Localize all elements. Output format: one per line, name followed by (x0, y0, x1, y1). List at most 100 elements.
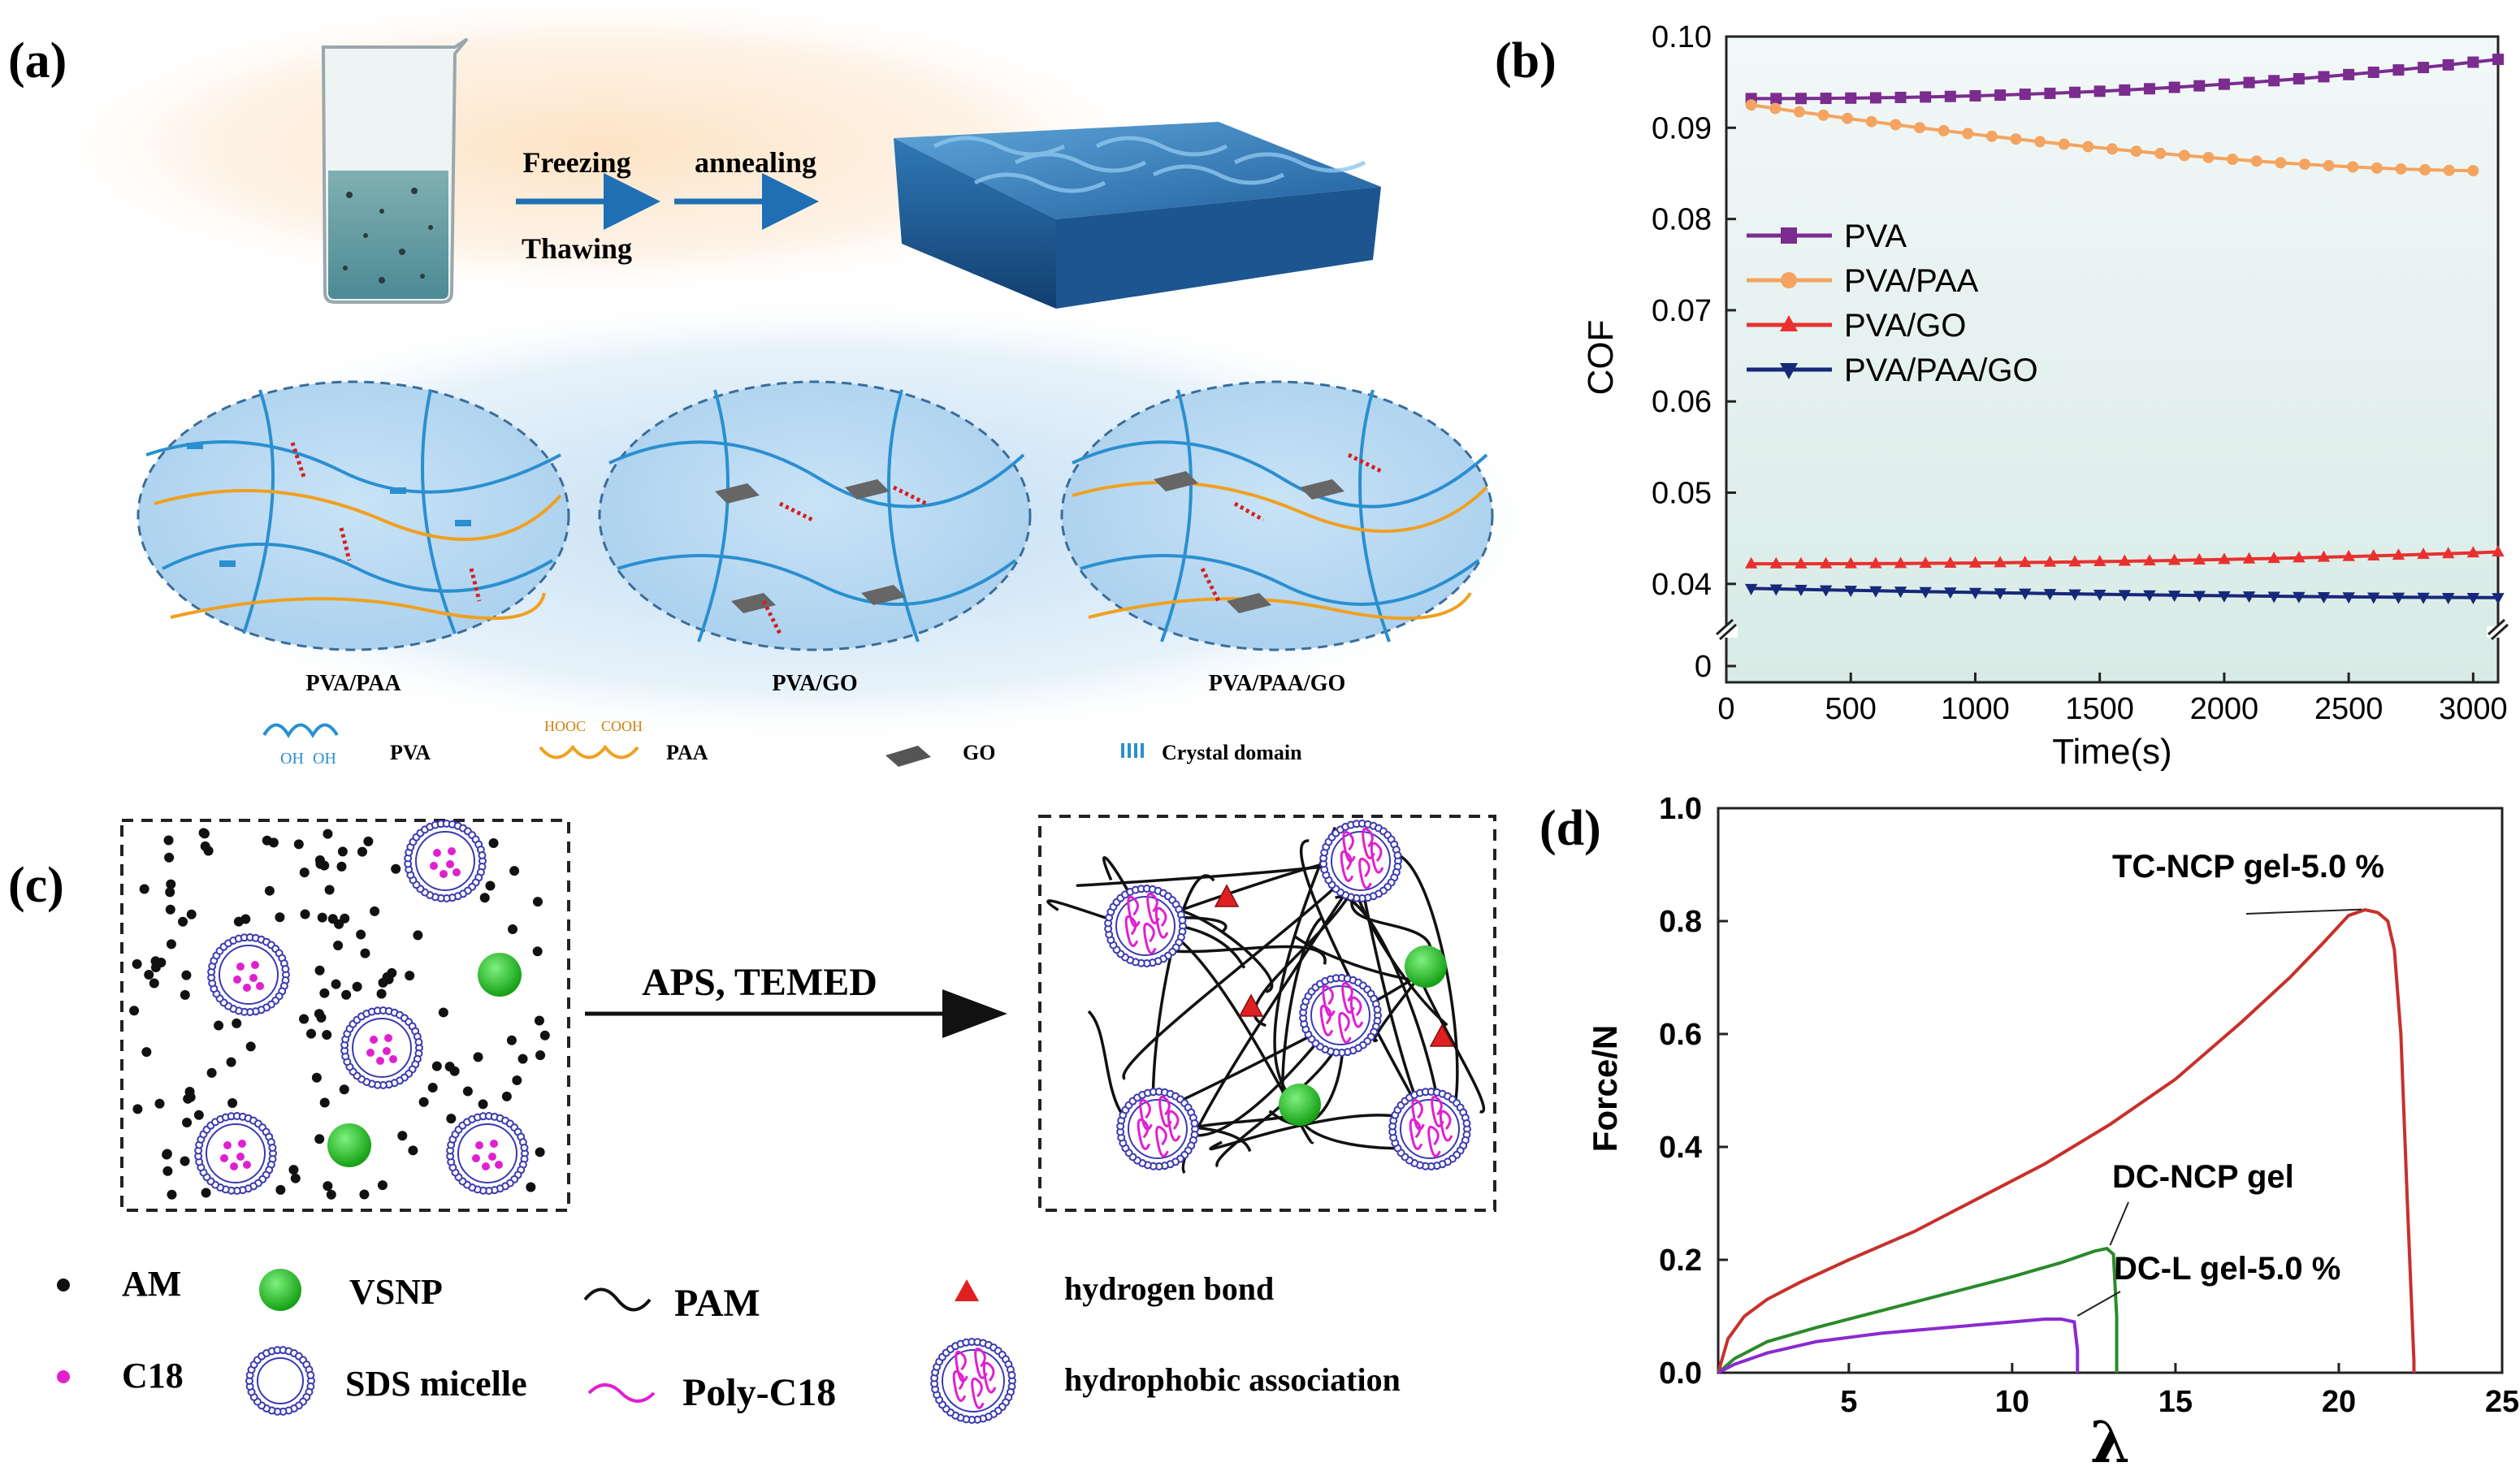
data-point (2275, 157, 2287, 169)
post-micelles (1104, 820, 1471, 1170)
am-dot (370, 906, 380, 916)
am-dot (532, 946, 543, 957)
surfactant-head (281, 964, 290, 973)
sds-micelle (194, 1112, 277, 1195)
annotation-label: DC-L gel-5.0 % (2114, 1251, 2340, 1287)
poly-c18-icon (587, 1383, 656, 1403)
c18-dot (366, 1049, 375, 1057)
am-dot (360, 948, 370, 958)
data-point (2010, 133, 2022, 145)
paa-chain-icon (539, 744, 639, 759)
am-dot (200, 841, 210, 851)
data-point (2082, 141, 2094, 153)
am-dot (333, 941, 344, 951)
am-dot (339, 1084, 349, 1095)
legend-label: PVA/PAA (1844, 263, 1979, 299)
c18-dot (243, 984, 251, 992)
am-dot (319, 988, 330, 998)
am-dot (288, 1165, 299, 1175)
panel-c: (c) APS, TEMED AM VSNP PAM hydrogen bond (8, 815, 1496, 1424)
legend-label: PVA/PAA/GO (1844, 353, 2038, 388)
data-point (2167, 591, 2181, 603)
data-point (1793, 106, 1805, 118)
pva-chain-icon (262, 723, 339, 738)
am-dot (139, 884, 149, 894)
am-dot (163, 835, 174, 846)
am-dot (290, 1173, 301, 1183)
data-point (2227, 154, 2239, 166)
data-point (1920, 91, 1932, 103)
poly-c18-chain (1362, 827, 1375, 859)
data-point (2466, 593, 2480, 605)
data-point (2317, 550, 2331, 562)
axis-break-mark (2487, 618, 2506, 636)
data-point (2168, 81, 2180, 93)
data-point (2298, 158, 2310, 171)
data-point (2467, 165, 2479, 177)
am-dot (517, 1053, 528, 1064)
x-tick-label: 15 (2158, 1385, 2193, 1419)
am-dot (376, 989, 387, 999)
surfactant-head (414, 1037, 423, 1046)
panel-c-legend: AM VSNP PAM hydrogen bond C18 SDS micell… (57, 1264, 1401, 1424)
am-dot (322, 1030, 332, 1041)
data-point (2342, 592, 2355, 604)
cooh-label: COOH (601, 718, 643, 734)
am-dot (478, 1099, 488, 1110)
panel-a-label: (a) (8, 33, 67, 89)
plot-area (1717, 807, 2504, 1374)
chart-d-force: 0.0 0.2 0.4 0.6 0.8 1.0 5 10 15 20 25 λ Force/N TC-NC… (1586, 792, 2519, 1471)
am-dot (201, 1188, 211, 1198)
am-dot (324, 885, 335, 895)
am-dot (431, 1061, 442, 1071)
poly-c18-chain (1143, 922, 1157, 954)
surfactant-head (1007, 1371, 1016, 1380)
data-point (2118, 590, 2132, 602)
data-point (2034, 136, 2046, 148)
surfactant-head (1393, 850, 1402, 859)
surfactant-head (306, 1371, 315, 1380)
am-dot (473, 1052, 483, 1062)
x-tick-label: 0 (1717, 692, 1734, 726)
am-dot (357, 846, 367, 857)
c18-dot (256, 982, 264, 990)
am-dot (314, 1009, 324, 1019)
sds-micelle (446, 1112, 529, 1195)
am-dot (535, 1050, 546, 1061)
data-point (2069, 86, 2081, 98)
vsnp-particle (478, 953, 522, 997)
micelle-inner (1331, 831, 1391, 891)
data-point (1994, 556, 2007, 568)
network-label-pva-go: PVA/GO (772, 671, 857, 696)
am-dot (446, 1114, 457, 1124)
panel-b: (b) 0 0.04 0.05 0.06 0.07 0.08 0.09 0.10 0 500 100… (1495, 20, 2509, 772)
data-point (2395, 163, 2407, 175)
data-point (2417, 592, 2430, 604)
chart-b-cof: 0 0.04 0.05 0.06 0.07 0.08 0.09 0.10 0 500 1000 150… (1581, 20, 2509, 772)
x-tick-label: 500 (1825, 692, 1877, 726)
y-tick-label: 0.05 (1652, 477, 1712, 511)
c18-dot (472, 1154, 480, 1162)
am-dot (341, 989, 352, 1000)
data-point (2268, 75, 2280, 87)
am-dot (199, 829, 210, 839)
am-dot (438, 1007, 448, 1018)
am-dot (268, 837, 279, 848)
hydrogen-bond-markers (1214, 884, 1455, 1047)
data-point (2317, 591, 2331, 604)
data-point (1894, 91, 1907, 103)
legend-go: GO (963, 741, 995, 764)
am-dot (526, 1182, 536, 1192)
y-axis-label: COF (1581, 320, 1621, 396)
c18-dot (439, 870, 448, 878)
am-dot (479, 893, 490, 903)
poly-c18-chain (1154, 906, 1169, 939)
data-point (2347, 161, 2359, 173)
am-dot (132, 958, 142, 969)
data-point (2467, 56, 2479, 68)
network-pva-go (598, 380, 1032, 651)
y-axis-label: Force/N (1586, 1025, 1624, 1152)
am-dot (245, 1041, 256, 1052)
data-point (2218, 552, 2231, 565)
pre-micelles (194, 820, 529, 1195)
